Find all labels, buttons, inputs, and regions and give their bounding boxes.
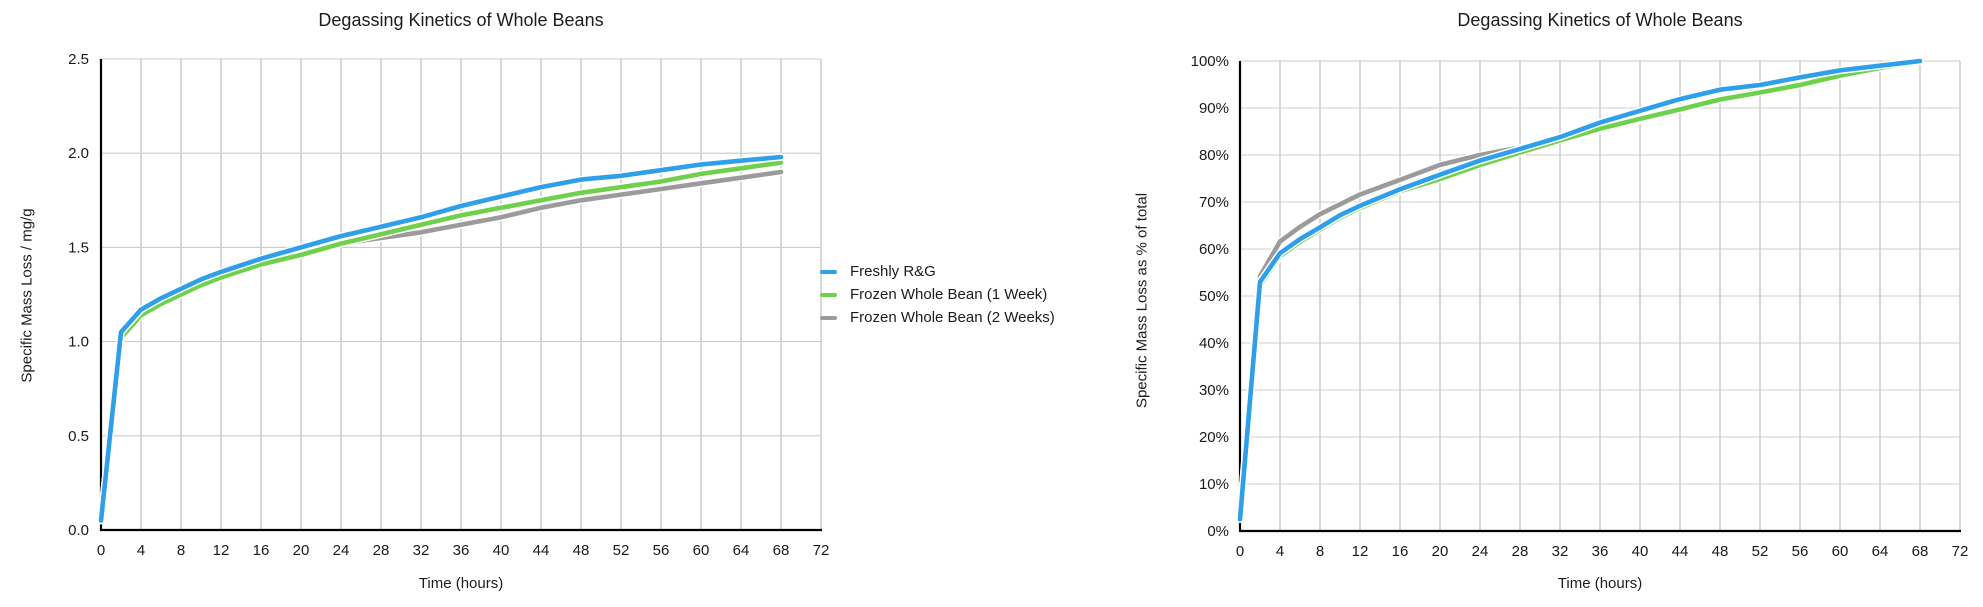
svg-text:68: 68 xyxy=(1912,543,1929,560)
svg-text:60%: 60% xyxy=(1199,241,1229,258)
svg-text:56: 56 xyxy=(653,542,670,559)
svg-text:68: 68 xyxy=(773,542,790,559)
svg-text:60: 60 xyxy=(1832,543,1849,560)
svg-text:4: 4 xyxy=(1276,543,1284,560)
svg-text:20: 20 xyxy=(293,542,310,559)
right-x-axis-title: Time (hours) xyxy=(1557,575,1643,592)
svg-text:64: 64 xyxy=(733,542,750,559)
right-chart-title: Degassing Kinetics of Whole Beans xyxy=(1457,10,1743,30)
svg-text:12: 12 xyxy=(1352,543,1369,560)
svg-text:2.0: 2.0 xyxy=(68,145,89,162)
svg-text:56: 56 xyxy=(1792,543,1809,560)
svg-text:24: 24 xyxy=(333,542,350,559)
svg-text:72: 72 xyxy=(813,542,830,559)
svg-text:60: 60 xyxy=(693,542,710,559)
legend-swatch-blue-icon xyxy=(820,269,837,275)
svg-text:1.5: 1.5 xyxy=(68,239,89,256)
right-y-axis-title: Specific Mass Loss as % of total xyxy=(1133,192,1151,409)
svg-text:70%: 70% xyxy=(1199,194,1229,211)
legend: Freshly R&G Frozen Whole Bean (1 Week) F… xyxy=(820,264,1055,333)
svg-text:48: 48 xyxy=(1712,543,1729,560)
legend-item-freshly-rg: Freshly R&G xyxy=(820,264,1055,280)
legend-item-frozen-1-week: Frozen Whole Bean (1 Week) xyxy=(820,287,1055,303)
left-x-axis-title: Time (hours) xyxy=(418,575,504,592)
svg-text:16: 16 xyxy=(1392,543,1409,560)
svg-text:32: 32 xyxy=(1552,543,1569,560)
svg-text:40: 40 xyxy=(1632,543,1649,560)
svg-text:1.0: 1.0 xyxy=(68,334,89,351)
svg-text:28: 28 xyxy=(1512,543,1529,560)
svg-text:90%: 90% xyxy=(1199,100,1229,117)
legend-item-frozen-2-weeks: Frozen Whole Bean (2 Weeks) xyxy=(820,310,1055,326)
legend-swatch-gray-icon xyxy=(820,315,837,321)
legend-label: Frozen Whole Bean (2 Weeks) xyxy=(850,309,1055,326)
svg-text:50%: 50% xyxy=(1199,288,1229,305)
left-y-axis-title: Specific Mass Loss / mg/g xyxy=(18,208,36,383)
svg-text:80%: 80% xyxy=(1199,147,1229,164)
svg-text:8: 8 xyxy=(177,542,185,559)
svg-text:16: 16 xyxy=(253,542,270,559)
svg-text:0.0: 0.0 xyxy=(68,522,89,539)
svg-text:2.5: 2.5 xyxy=(68,51,89,68)
svg-text:20%: 20% xyxy=(1199,429,1229,446)
svg-text:44: 44 xyxy=(1672,543,1689,560)
svg-text:30%: 30% xyxy=(1199,382,1229,399)
svg-text:0: 0 xyxy=(1236,543,1244,560)
svg-text:8: 8 xyxy=(1316,543,1324,560)
svg-text:0.5: 0.5 xyxy=(68,428,89,445)
svg-text:28: 28 xyxy=(373,542,390,559)
left-chart-title: Degassing Kinetics of Whole Beans xyxy=(318,10,604,30)
left-chart: 0 4 8 12 16 20 24 28 32 36 40 44 48 52 56 60 64 68 720.00.… xyxy=(68,51,829,559)
svg-text:48: 48 xyxy=(573,542,590,559)
svg-text:52: 52 xyxy=(613,542,630,559)
svg-text:72: 72 xyxy=(1952,543,1969,560)
svg-text:20: 20 xyxy=(1432,543,1449,560)
svg-text:24: 24 xyxy=(1472,543,1489,560)
svg-text:64: 64 xyxy=(1872,543,1889,560)
svg-text:12: 12 xyxy=(213,542,230,559)
legend-swatch-green-icon xyxy=(820,292,837,298)
legend-label: Frozen Whole Bean (1 Week) xyxy=(850,286,1048,303)
svg-text:100%: 100% xyxy=(1191,53,1229,70)
svg-text:10%: 10% xyxy=(1199,476,1229,493)
svg-text:36: 36 xyxy=(453,542,470,559)
svg-text:4: 4 xyxy=(137,542,145,559)
svg-text:40%: 40% xyxy=(1199,335,1229,352)
svg-text:0: 0 xyxy=(97,542,105,559)
svg-text:32: 32 xyxy=(413,542,430,559)
svg-text:0%: 0% xyxy=(1207,523,1229,540)
svg-text:44: 44 xyxy=(533,542,550,559)
svg-text:40: 40 xyxy=(493,542,510,559)
legend-label: Freshly R&G xyxy=(850,263,936,280)
svg-text:36: 36 xyxy=(1592,543,1609,560)
right-chart: 0 4 8 12 16 20 24 28 32 36 40 44 48 52 56 60 64 68 720%10%… xyxy=(1191,53,1969,560)
svg-text:52: 52 xyxy=(1752,543,1769,560)
